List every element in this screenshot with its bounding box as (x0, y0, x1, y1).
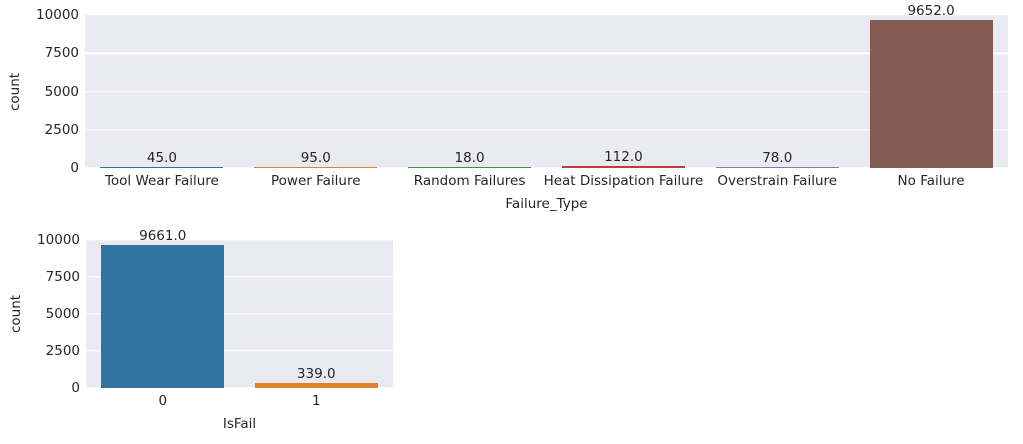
x-tick-label: Heat Dissipation Failure (543, 173, 704, 189)
y-tick-label: 2500 (44, 121, 79, 138)
x-tick-label: 1 (311, 393, 321, 409)
bar (100, 167, 224, 168)
y-tick-label: 10000 (37, 232, 80, 248)
y-tick-label: 0 (71, 380, 80, 396)
x-tick-label: Power Failure (270, 173, 361, 189)
bar (715, 166, 839, 168)
y-tick-label: 7500 (45, 269, 80, 285)
bar-value-label: 339.0 (296, 365, 336, 382)
bar-value-label: 95.0 (300, 149, 331, 166)
y-tick-label: 2500 (45, 343, 80, 359)
gridline (85, 129, 1008, 131)
bar-value-label: 18.0 (454, 150, 485, 167)
x-tick-label: Tool Wear Failure (104, 173, 219, 189)
x-axis-label: Failure_Type (505, 196, 588, 212)
y-tick-label: 10000 (36, 7, 79, 23)
x-tick-label: No Failure (897, 173, 965, 189)
y-axis-label: count (8, 294, 24, 334)
y-tick-label: 5000 (44, 83, 79, 100)
x-axis-label: IsFail (222, 416, 257, 432)
bar (254, 382, 378, 388)
y-tick-label: 0 (70, 160, 79, 176)
bar (254, 166, 378, 168)
x-tick-label: 0 (158, 393, 168, 409)
bar (408, 167, 532, 168)
plot-area: 45.0 95.0 18.0 112.0 78.0 9652.0 (85, 4, 1008, 169)
gridline (86, 276, 393, 278)
bar (869, 20, 993, 168)
gridline (86, 387, 393, 389)
bar-value-label: 9652.0 (907, 3, 955, 20)
y-tick-label: 7500 (44, 45, 79, 62)
gridline (85, 52, 1008, 54)
bar-value-label: 45.0 (146, 150, 177, 167)
x-tick-label: Random Failures (413, 173, 526, 189)
bar (561, 166, 685, 168)
bar-value-label: 78.0 (762, 149, 793, 166)
y-axis-label: count (7, 72, 23, 111)
gridline (85, 167, 1008, 169)
gridline (85, 14, 1008, 16)
bar-value-label: 112.0 (604, 149, 643, 166)
gridline (86, 239, 393, 241)
plot-area: 9661.0 339.0 (86, 229, 393, 389)
bar (101, 245, 225, 388)
y-tick-label: 5000 (45, 306, 80, 322)
bar-value-label: 9661.0 (139, 228, 187, 245)
x-tick-label: Overstrain Failure (717, 173, 838, 189)
gridline (86, 313, 393, 315)
gridline (85, 90, 1008, 93)
gridline (86, 350, 393, 352)
